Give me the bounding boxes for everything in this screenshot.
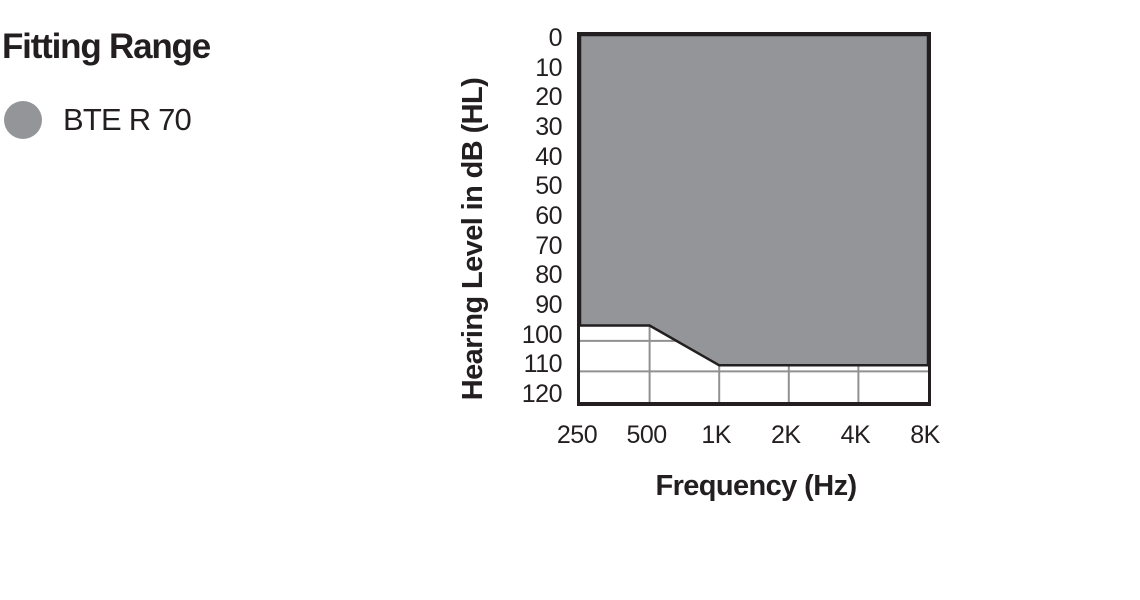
- y-tick-label: 110: [523, 350, 563, 379]
- plot-area: [577, 32, 931, 406]
- x-tick-label: 250: [556, 421, 598, 449]
- y-tick-label: 100: [521, 320, 563, 349]
- fitting-range-region: [580, 35, 928, 367]
- y-tick-label: 60: [535, 202, 562, 230]
- fitting-range-plot-svg: [580, 35, 928, 402]
- y-tick-label: 0: [548, 24, 563, 52]
- y-tick-label: 30: [535, 113, 562, 141]
- y-tick-label: 40: [535, 142, 562, 171]
- x-tick-label: 500: [626, 421, 667, 449]
- y-tick-label: 50: [535, 172, 562, 201]
- x-tick-label: 2K: [771, 421, 801, 449]
- y-tick-label: 90: [535, 291, 562, 319]
- y-tick-label: 80: [535, 261, 562, 290]
- x-tick-label: 4K: [840, 421, 871, 449]
- y-tick-label: 120: [521, 380, 563, 408]
- legend: BTE R 70: [4, 101, 192, 139]
- y-tick-label: 70: [535, 231, 562, 260]
- legend-color-dot-icon: [4, 101, 42, 139]
- y-tick-label: 10: [535, 53, 562, 82]
- x-axis-title: Frequency (Hz): [655, 470, 857, 502]
- x-tick-label: 8K: [910, 421, 940, 449]
- y-tick-label: 20: [535, 83, 562, 112]
- legend-label: BTE R 70: [63, 102, 192, 137]
- x-tick-label: 1K: [701, 421, 731, 449]
- figure-title: Fitting Range: [2, 27, 211, 66]
